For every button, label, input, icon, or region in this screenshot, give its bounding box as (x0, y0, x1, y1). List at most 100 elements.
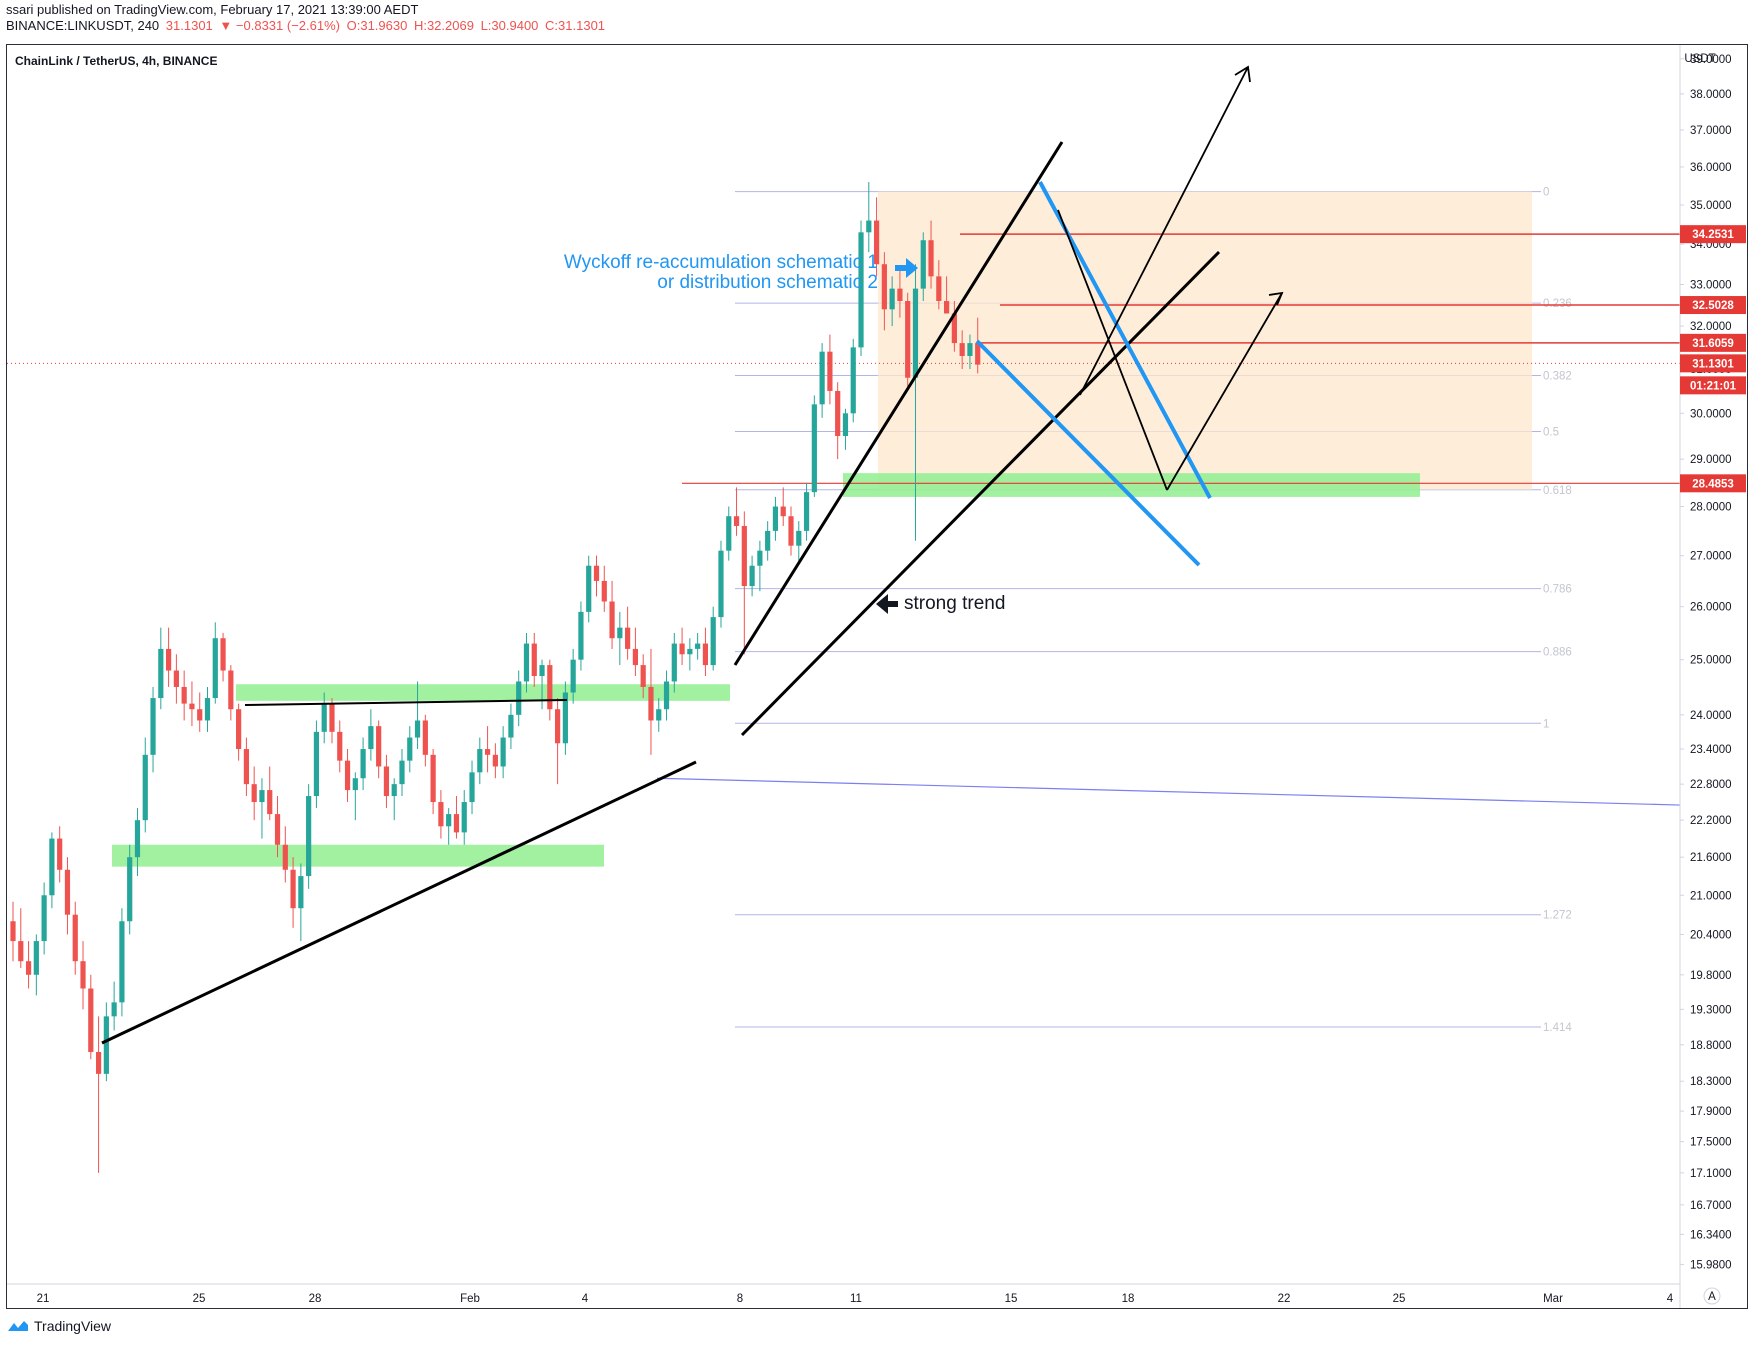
candle-body (889, 288, 895, 310)
publish-info: ssari published on TradingView.com, Febr… (6, 2, 419, 17)
fib-label: 1.272 (1543, 910, 1572, 922)
candle-body (562, 692, 568, 744)
candle-body (220, 638, 226, 671)
candle-body (656, 709, 662, 721)
candle-body (663, 681, 670, 710)
candle-body (181, 686, 187, 704)
candle-body (88, 988, 94, 1053)
y-tick-label: 18.3000 (1690, 1076, 1732, 1088)
candle-body (150, 698, 156, 755)
candle-body (72, 914, 78, 962)
wyckoff-annotation: Wyckoff re-accumulation schematic 1 or d… (564, 252, 918, 293)
candle-body (306, 796, 312, 877)
candle-body (360, 749, 366, 779)
candle-body (765, 530, 771, 551)
black-arrow-icon (876, 594, 898, 614)
candle-body (274, 814, 281, 845)
candle-body (570, 659, 576, 693)
time-axis[interactable]: 21 25 28 Feb 4 8 11 15 18 22 25 Mar 4 (37, 1293, 1674, 1305)
fib-range-box (878, 191, 1532, 490)
channel-upper (733, 141, 1064, 666)
price-tag-bg (1680, 354, 1746, 373)
candle-body (282, 844, 288, 870)
auto-scale-button[interactable]: A (1703, 1287, 1721, 1305)
candle-body (49, 838, 55, 896)
x-tick-label: Feb (460, 1293, 480, 1305)
candle-body (632, 648, 638, 666)
price-tag-bg (1680, 225, 1746, 244)
x-tick-label: 22 (1278, 1293, 1291, 1305)
strong-trend-annotation: strong trend (876, 593, 1005, 614)
candle-body (702, 643, 709, 666)
candle-body (695, 643, 701, 649)
candle-body (508, 714, 514, 738)
annotation-strong-trend: strong trend (904, 593, 1005, 614)
candle-body (601, 580, 607, 602)
symbol-label: BINANCE:LINKUSDT, 240 (6, 18, 160, 33)
candles (10, 182, 981, 1173)
demand-zone (843, 473, 1420, 497)
y-tick-label: 38.0000 (1690, 89, 1732, 101)
price-tag-label: 31.1301 (1692, 358, 1734, 370)
y-tick-label: 21.6000 (1690, 852, 1732, 864)
y-tick-label: 39.0000 (1690, 54, 1732, 66)
trendline-range-top (244, 699, 568, 706)
candle-body (803, 492, 810, 531)
symbol-ohlc-line: BINANCE:LINKUSDT, 240 31.1301 ▼ −0.8331 … (6, 18, 608, 34)
open-value: O:31.9630 (346, 18, 408, 33)
y-tick-label: 22.2000 (1690, 815, 1732, 827)
candle-body (368, 726, 374, 750)
candle-body (959, 343, 965, 356)
y-tick-label: 16.3400 (1690, 1229, 1732, 1241)
chart-header: ssari published on TradingView.com, Febr… (6, 2, 608, 34)
candle-body (352, 778, 358, 791)
candle-body (967, 343, 973, 356)
candle-body (944, 301, 950, 314)
candle-body (33, 941, 39, 975)
price-tag-label: 32.5028 (1692, 300, 1734, 312)
demand-zone (112, 844, 604, 867)
candle-body (625, 627, 631, 649)
candle-body (142, 754, 148, 821)
price-tag-bg (1680, 333, 1746, 352)
close-value: C:31.1301 (545, 18, 606, 33)
price-tag-bg (1680, 376, 1746, 395)
candle-body (173, 670, 179, 687)
candle-body (531, 643, 537, 676)
x-tick-label: 28 (309, 1293, 322, 1305)
demand-zone (236, 684, 730, 701)
candle-body (788, 516, 794, 546)
candle-body (975, 343, 981, 365)
fib-label: 1.414 (1543, 1022, 1572, 1034)
candle-body (484, 749, 491, 755)
candle-body (461, 802, 467, 833)
y-tick-label: 30.0000 (1690, 408, 1732, 420)
candle-body (873, 220, 880, 265)
x-tick-label: 21 (37, 1293, 50, 1305)
candle-body (671, 643, 677, 682)
x-tick-label: Mar (1543, 1293, 1563, 1305)
y-tick-label: 18.8000 (1690, 1040, 1732, 1052)
candle-body (267, 790, 273, 815)
chart-frame[interactable]: 0 0.236 0.382 0.5 0.618 0.786 0.886 1 1.272 1.414… (6, 44, 1748, 1309)
candle-body (134, 820, 141, 858)
candle-body (539, 665, 545, 676)
y-tick-label: 22.8000 (1690, 779, 1732, 791)
x-tick-label: 25 (1393, 1293, 1406, 1305)
chart-title: ChainLink / TetherUS, 4h, BINANCE (15, 54, 217, 68)
trendline-lower (101, 760, 697, 1045)
candle-body (321, 703, 327, 732)
logo-text: TradingView (34, 1318, 112, 1334)
y-tick-label: 19.3000 (1690, 1004, 1732, 1016)
tradingview-logo-icon (8, 1321, 28, 1331)
price-axis[interactable]: 15.9800 16.3400 16.7000 17.1000 17.5000 17.90… (1680, 54, 1732, 1272)
candle-body (438, 802, 444, 827)
candle-body (609, 601, 615, 639)
price-chart[interactable]: 0 0.236 0.382 0.5 0.618 0.786 0.886 1 1.272 1.414… (7, 45, 1747, 1308)
y-tick-label: 24.0000 (1690, 710, 1732, 722)
tradingview-logo[interactable]: TradingView (6, 1318, 111, 1334)
blue-trend-level (656, 777, 1681, 806)
candle-body (399, 760, 405, 785)
candle-body (103, 1016, 109, 1074)
fib-label: 0.236 (1543, 298, 1572, 310)
